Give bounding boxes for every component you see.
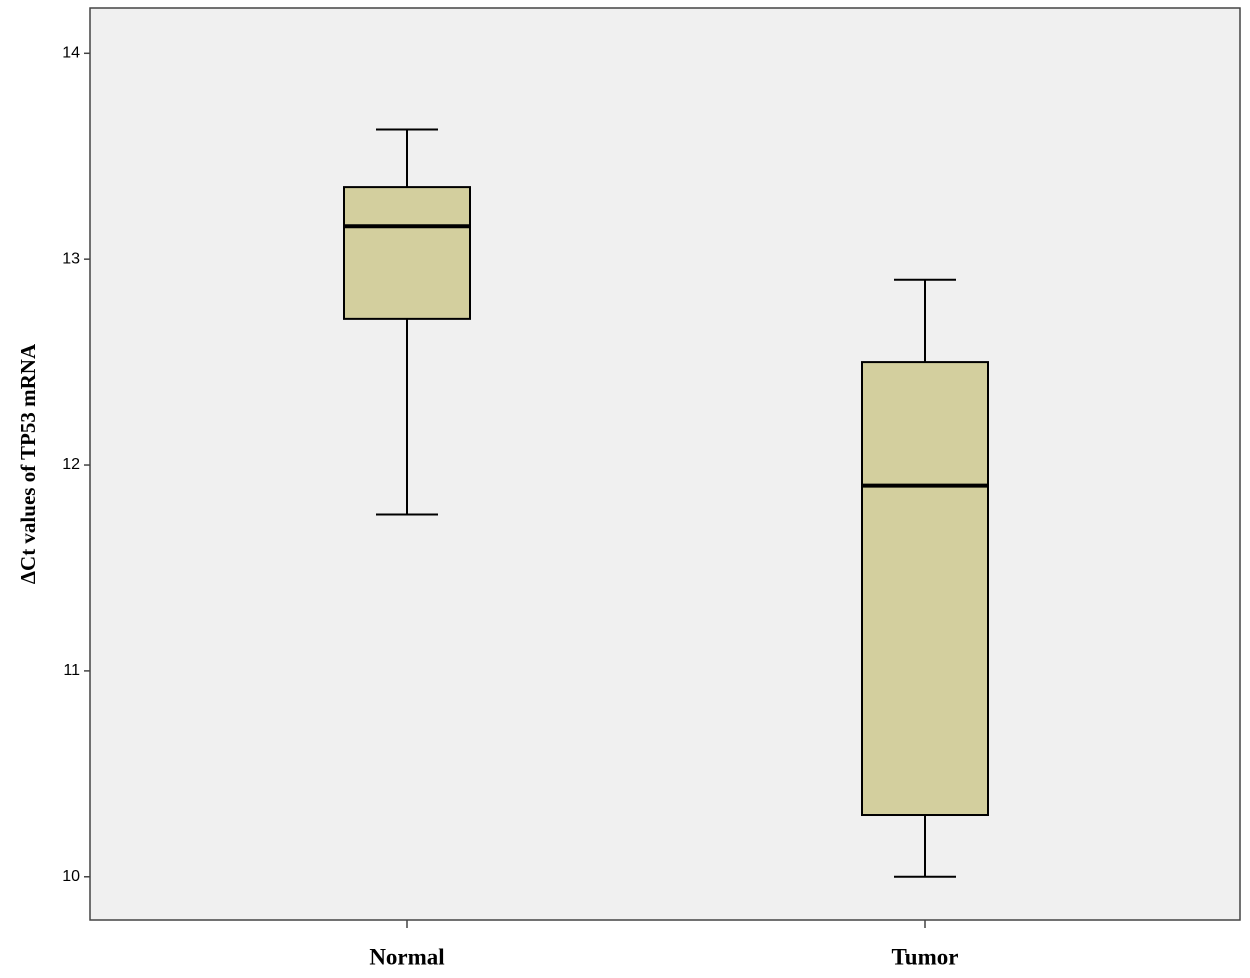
box: [343, 186, 471, 320]
y-tick-label: 14: [62, 45, 80, 62]
x-tick-label: Normal: [369, 944, 444, 969]
plot-area: [89, 7, 1241, 921]
box: [861, 361, 989, 817]
y-tick-label: 10: [62, 868, 80, 885]
y-tick-label: 12: [62, 456, 80, 473]
x-tick-label: Tumor: [892, 944, 959, 969]
y-axis-label: ΔCt values of TP53 mRNA: [16, 343, 40, 584]
y-tick-label: 11: [63, 662, 80, 679]
y-tick-label: 13: [62, 250, 80, 267]
